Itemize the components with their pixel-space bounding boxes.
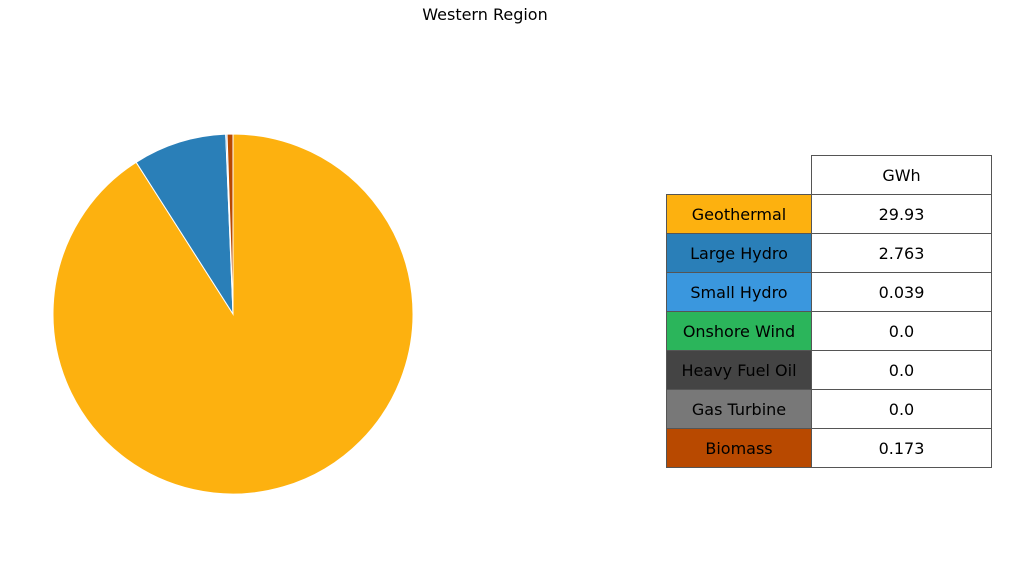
legend-label-heavy-fuel-oil: Heavy Fuel Oil xyxy=(666,350,812,390)
legend-value-small-hydro: 0.039 xyxy=(811,272,992,312)
legend-value-onshore-wind: 0.0 xyxy=(811,311,992,351)
pie-slice-large-hydro xyxy=(135,133,234,316)
legend-label-geothermal: Geothermal xyxy=(666,194,812,234)
pie-chart xyxy=(52,133,414,495)
legend-table: GWh Geothermal 29.93 Large Hydro 2.763 Small… xyxy=(666,155,992,468)
legend-label-large-hydro: Large Hydro xyxy=(666,233,812,273)
legend-label-onshore-wind: Onshore Wind xyxy=(666,311,812,351)
chart-title: Western Region xyxy=(422,5,548,24)
legend-label-biomass: Biomass xyxy=(666,428,812,468)
legend-value-heavy-fuel-oil: 0.0 xyxy=(811,350,992,390)
table-row: Large Hydro 2.763 xyxy=(666,233,992,273)
table-row: Small Hydro 0.039 xyxy=(666,272,992,312)
table-header-row: GWh xyxy=(667,155,992,195)
table-row: Biomass 0.173 xyxy=(666,428,992,468)
table-row: Heavy Fuel Oil 0.0 xyxy=(666,350,992,390)
legend-value-biomass: 0.173 xyxy=(811,428,992,468)
legend-value-geothermal: 29.93 xyxy=(811,194,992,234)
legend-value-large-hydro: 2.763 xyxy=(811,233,992,273)
legend-value-gas-turbine: 0.0 xyxy=(811,389,992,429)
legend-label-small-hydro: Small Hydro xyxy=(666,272,812,312)
table-row: Gas Turbine 0.0 xyxy=(666,389,992,429)
table-row: Onshore Wind 0.0 xyxy=(666,311,992,351)
table-header-gwh: GWh xyxy=(811,155,992,195)
table-row: Geothermal 29.93 xyxy=(666,194,992,234)
table-corner xyxy=(667,156,812,195)
pie-slice-biomass xyxy=(226,133,234,315)
legend-label-gas-turbine: Gas Turbine xyxy=(666,389,812,429)
